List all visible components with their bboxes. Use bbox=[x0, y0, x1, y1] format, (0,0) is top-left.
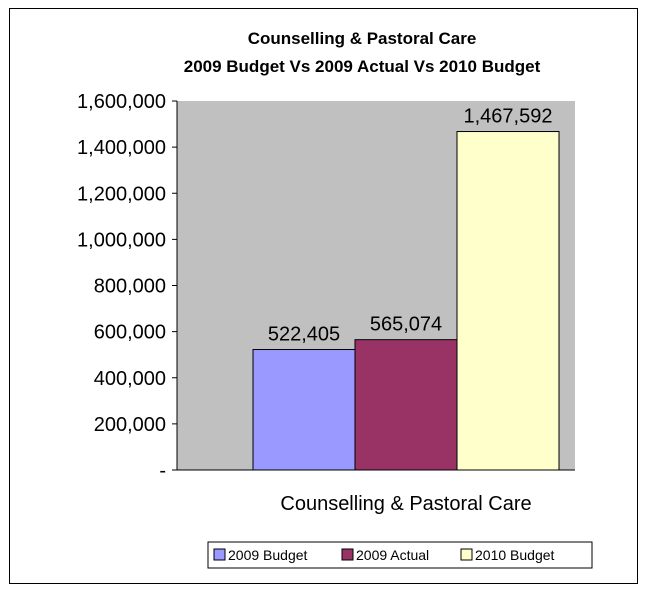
y-tick-label: - bbox=[159, 460, 166, 482]
y-axis-ticks: - 200,000 400,000 600,000 800,000 1,000,000 1,… bbox=[77, 91, 177, 482]
legend-label-2009-actual: 2009 Actual bbox=[356, 547, 429, 563]
legend-swatch-2010-budget bbox=[460, 548, 473, 561]
y-tick-label: 800,000 bbox=[94, 276, 166, 298]
bar-labels: 522,405 565,074 1,467,592 bbox=[268, 106, 553, 346]
y-tick-label: 1,000,000 bbox=[77, 229, 166, 251]
data-label-2009-actual: 565,074 bbox=[370, 314, 442, 336]
x-category-label: Counselling & Pastoral Care bbox=[280, 493, 531, 515]
y-tick-label: 1,600,000 bbox=[77, 91, 166, 113]
bar-2009-budget bbox=[252, 349, 356, 471]
legend-label-2010-budget: 2010 Budget bbox=[475, 547, 555, 563]
legend-swatch-2009-budget bbox=[213, 548, 226, 561]
y-tick-label: 1,400,000 bbox=[77, 137, 166, 159]
chart-title: Counselling & Pastoral Care bbox=[248, 29, 477, 48]
y-tick-label: 600,000 bbox=[94, 322, 166, 344]
bar-2009-actual bbox=[354, 339, 458, 471]
y-tick-label: 1,200,000 bbox=[77, 183, 166, 205]
data-label-2009-budget: 522,405 bbox=[268, 324, 340, 346]
bars bbox=[252, 131, 560, 471]
bar-2010-budget bbox=[456, 131, 560, 471]
chart-subtitle: 2009 Budget Vs 2009 Actual Vs 2010 Budge… bbox=[184, 57, 541, 76]
data-label-2010-budget: 1,467,592 bbox=[464, 106, 553, 128]
legend: 2009 Budget 2009 Actual 2010 Budget bbox=[207, 541, 593, 569]
legend-label-2009-budget: 2009 Budget bbox=[228, 547, 308, 563]
y-tick-label: 200,000 bbox=[94, 414, 166, 436]
legend-box bbox=[207, 541, 593, 569]
legend-swatch-2009-actual bbox=[341, 548, 354, 561]
y-tick-label: 400,000 bbox=[94, 368, 166, 390]
